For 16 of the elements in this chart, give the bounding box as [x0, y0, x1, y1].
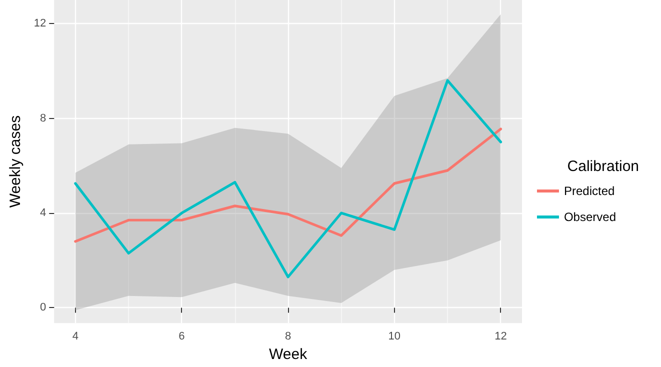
- legend-label: Predicted: [564, 184, 615, 198]
- y-tick-label: 8: [40, 112, 46, 124]
- line-series: [74, 128, 502, 243]
- x-tick-label: 8: [285, 330, 292, 343]
- legend-title: Calibration: [567, 158, 640, 175]
- line-series: [74, 79, 502, 278]
- x-axis-title: Week: [269, 346, 308, 363]
- y-axis-title: Weekly cases: [7, 115, 24, 208]
- y-tick-label: 4: [40, 207, 46, 220]
- legend-label: Observed: [564, 210, 616, 224]
- x-tick-label: 12: [494, 330, 507, 343]
- y-tick-label: 0: [40, 302, 46, 314]
- x-tick-label: 4: [72, 330, 78, 343]
- y-tick-label: 12: [34, 18, 46, 30]
- x-tick-label: 10: [388, 330, 401, 343]
- x-tick-label: 6: [178, 330, 185, 343]
